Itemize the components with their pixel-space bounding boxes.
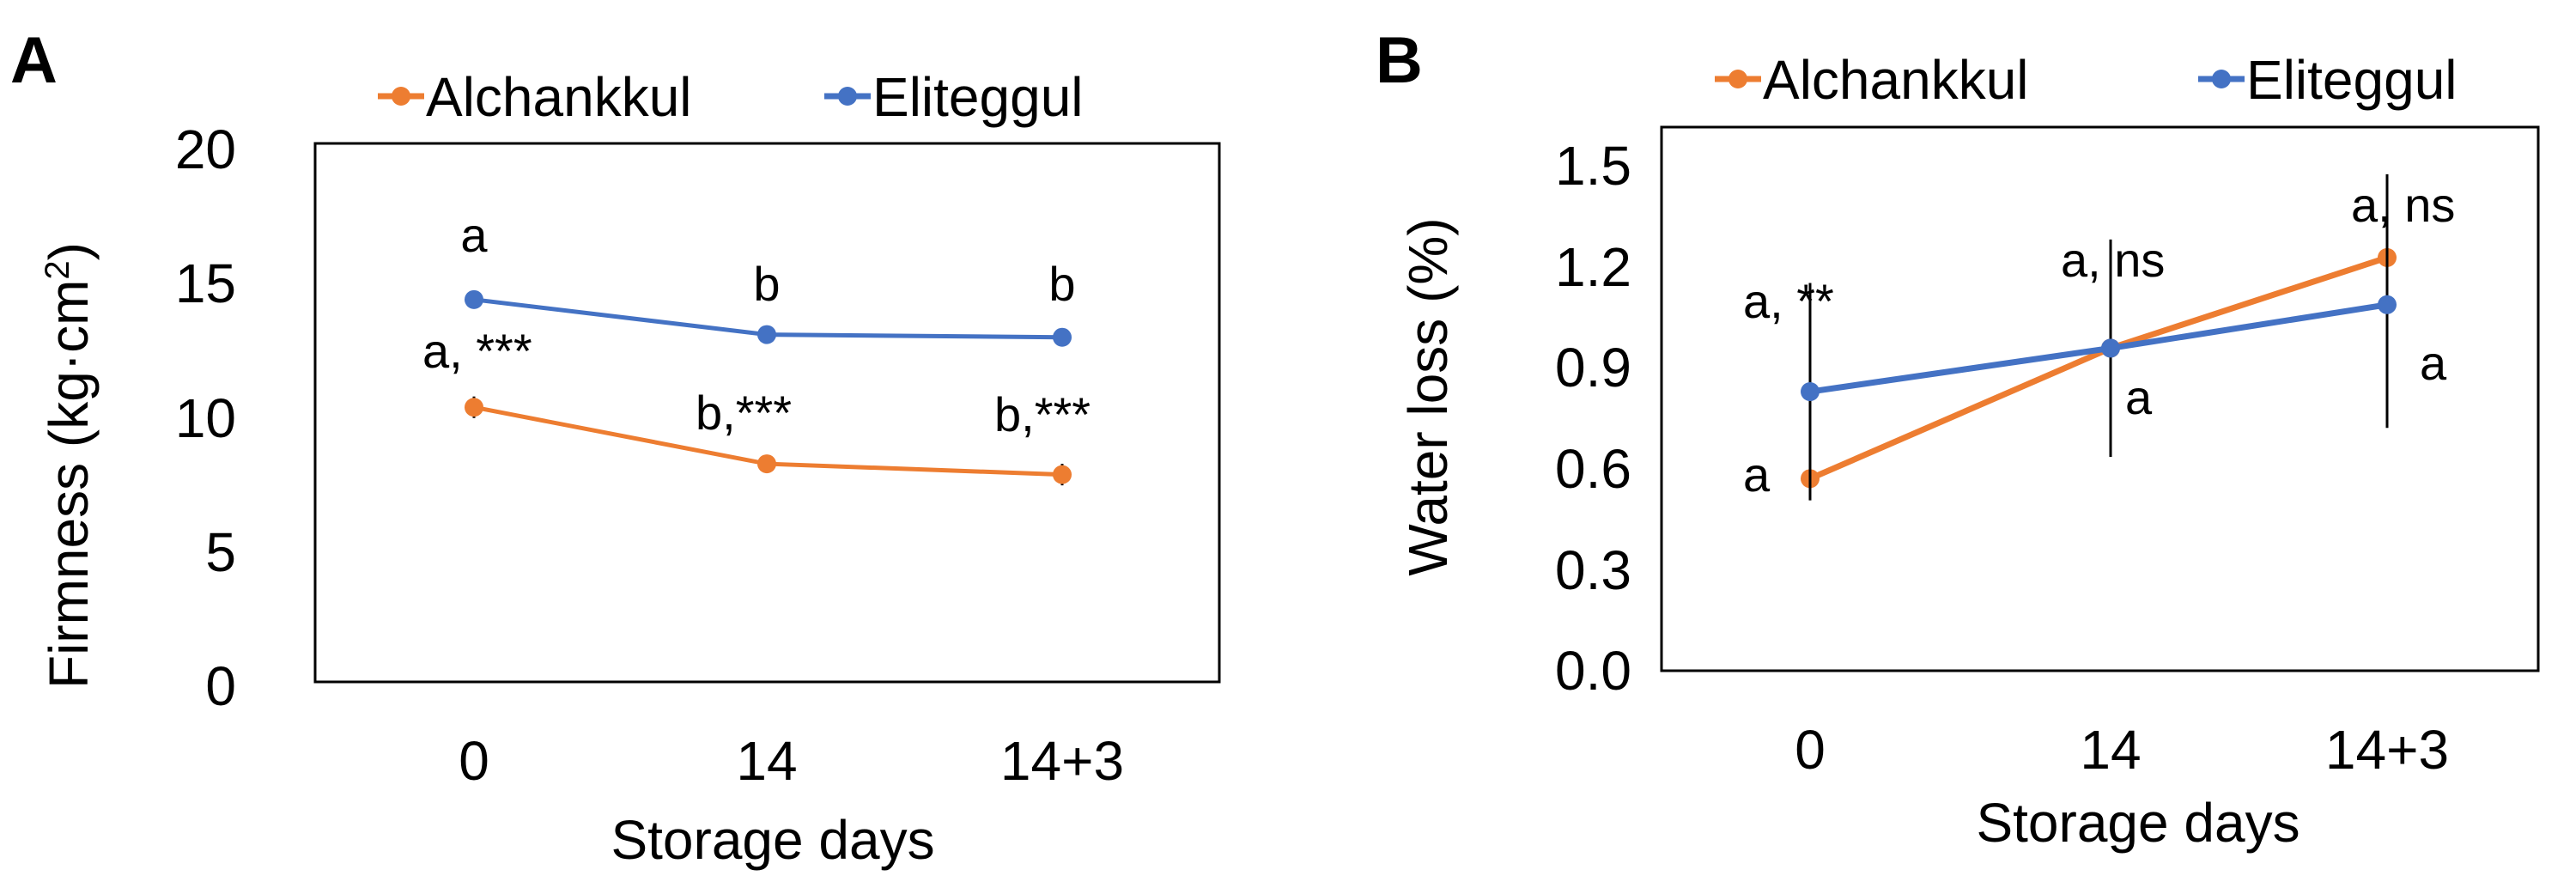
data-point-eliteggul [757,325,776,344]
panel-b-series-eliteggul [1801,181,2397,501]
panel-a-series-alchankkul [465,396,1072,486]
panel-a-y-axis: 0 5 10 15 20 [175,119,236,717]
panel-a-ytick: 0 [205,655,236,717]
data-point-eliteggul [1053,327,1072,347]
series-line-eliteggul [1809,301,2388,395]
panel-a-y-title: Firmness (kg·cm2) [38,242,100,689]
panel-b-series-alchankkul [1801,173,2397,497]
panel-a-y-title-main: Firmness (kg·cm [38,280,100,689]
data-label: b [1048,257,1075,311]
panel-a-ytick: 20 [175,119,236,180]
panel-b-letter: B [1376,24,1423,97]
data-label: a [1743,447,1771,502]
data-label: a [2420,336,2447,390]
panel-a: A Alchankkul Eliteggul 0 5 10 15 20 0 14… [10,24,1221,871]
data-label: a, *** [422,324,532,378]
legend-eliteggul-marker [2212,70,2231,88]
data-point-alchankkul [757,454,776,474]
panel-b-legend: Alchankkul Eliteggul [1715,49,2458,111]
legend-alchankkul-marker [392,87,410,106]
panel-a-xtick: 14+3 [1000,730,1124,792]
panel-a-annotations: a b b a, *** b,*** b,*** [422,208,1091,441]
panel-b-xtick: 14+3 [2325,719,2449,781]
data-label: a [460,208,488,262]
panel-b-xtick: 14 [2080,719,2141,781]
panel-b-ytick: 0.3 [1555,539,1631,601]
panel-b-xtick: 0 [1795,719,1826,781]
panel-b-ytick: 0.6 [1555,438,1631,500]
data-label: b [753,257,780,311]
legend-eliteggul-marker [838,87,857,106]
legend-alchankkul-marker [1728,70,1747,88]
panel-b-x-axis: 0 14 14+3 [1795,719,2449,781]
data-point-alchankkul [465,398,483,417]
panel-b-ytick: 0.9 [1555,337,1631,398]
data-label: a, ns [2061,233,2165,287]
panel-a-xtick: 0 [459,730,489,792]
data-label: a, ns [2351,178,2455,232]
panel-a-letter: A [10,24,58,97]
panel-b-plot-area [1660,125,2540,672]
panel-b-ytick: 0.0 [1555,640,1631,702]
panel-a-y-title-close: ) [38,242,100,260]
panel-a-x-title: Storage days [611,809,934,871]
panel-a-plot-area [313,142,1221,684]
data-label: a, ** [1743,274,1834,328]
panel-a-ytick: 10 [175,387,236,449]
panel-b-y-axis: 0.0 0.3 0.6 0.9 1.2 1.5 [1555,135,1631,702]
panel-a-ytick: 5 [205,521,236,583]
data-point-eliteggul [2101,338,2120,358]
panel-b-y-title: Water loss (%) [1397,217,1459,575]
series-line-alchankkul [1808,254,2389,482]
panel-a-ytick: 15 [175,252,236,314]
legend-eliteggul-label: Eliteggul [872,66,1084,128]
panel-a-y-title-sup: 2 [39,260,76,279]
legend-eliteggul-label: Eliteggul [2246,49,2458,111]
panel-b-ytick: 1.5 [1555,135,1631,197]
legend-alchankkul-label: Alchankkul [426,66,692,128]
panel-b-ytick: 1.2 [1555,236,1631,298]
data-point-alchankkul [1053,465,1072,484]
panel-b-annotations: a, ** a a, ns a a, ns a [1743,178,2455,502]
panel-a-xtick: 14 [736,730,797,792]
legend-alchankkul-label: Alchankkul [1763,49,2029,111]
panel-a-series-eliteggul [465,289,1072,347]
data-point-eliteggul [2378,295,2397,314]
panel-b: B Alchankkul Eliteggul 0.0 0.3 0.6 0.9 1… [1376,24,2540,854]
data-label: a [2125,370,2153,424]
data-label: b,*** [696,386,792,440]
panel-a-x-axis: 0 14 14+3 [459,730,1124,792]
panel-b-x-title: Storage days [1976,792,2300,854]
data-point-eliteggul [1801,382,1820,402]
panel-a-legend: Alchankkul Eliteggul [378,66,1084,128]
data-point-eliteggul [465,289,483,309]
data-label: b,*** [994,387,1091,441]
